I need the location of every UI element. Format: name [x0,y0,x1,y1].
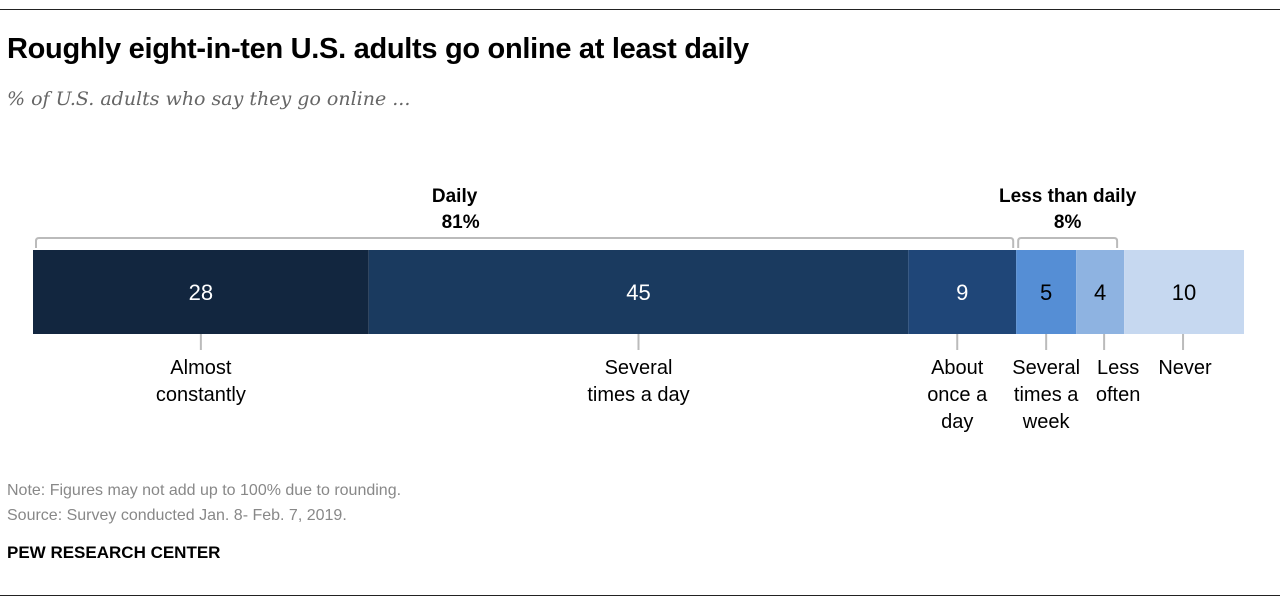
data-label: 10 [1172,280,1196,305]
bar-segment [1124,250,1244,334]
group-value-label: 81% [442,212,480,233]
category-label: times a day [587,384,689,406]
bar-segment [1016,250,1077,334]
category-label: week [1022,411,1071,433]
category-label: day [941,411,973,433]
note-text: Note: Figures may not add up to 100% due… [7,482,402,499]
category-label: constantly [156,384,246,406]
category-label: often [1096,384,1140,406]
bar-segment [33,250,369,334]
category-label: once a [927,384,988,406]
category-label: Never [1158,357,1212,379]
data-label: 4 [1094,280,1106,305]
chart-subtitle: % of U.S. adults who say they go online … [7,88,411,110]
category-label: Several [1012,357,1080,379]
bottom-rule [0,595,1280,596]
group-label: Daily [432,186,478,207]
group-value-label: 8% [1054,212,1082,233]
group-label: Less than daily [999,186,1137,207]
data-label: 28 [189,280,213,305]
bar-segment [908,250,1017,334]
data-label: 45 [626,280,650,305]
category-label: Almost [170,357,232,379]
data-label: 9 [956,280,968,305]
group-bracket [35,237,1015,248]
category-label: Several [605,357,673,379]
category-label: Less [1097,357,1139,379]
group-bracket [1017,237,1119,248]
category-label: times a [1014,384,1079,406]
brand-logo-text: PEW RESEARCH CENTER [7,543,221,562]
chart-title: Roughly eight-in-ten U.S. adults go onli… [7,33,749,65]
category-label: About [931,357,984,379]
bar-segment [368,250,909,334]
top-rule [0,9,1280,10]
bar-segment [1076,250,1125,334]
source-text: Source: Survey conducted Jan. 8- Feb. 7,… [7,507,347,524]
data-label: 5 [1040,280,1052,305]
